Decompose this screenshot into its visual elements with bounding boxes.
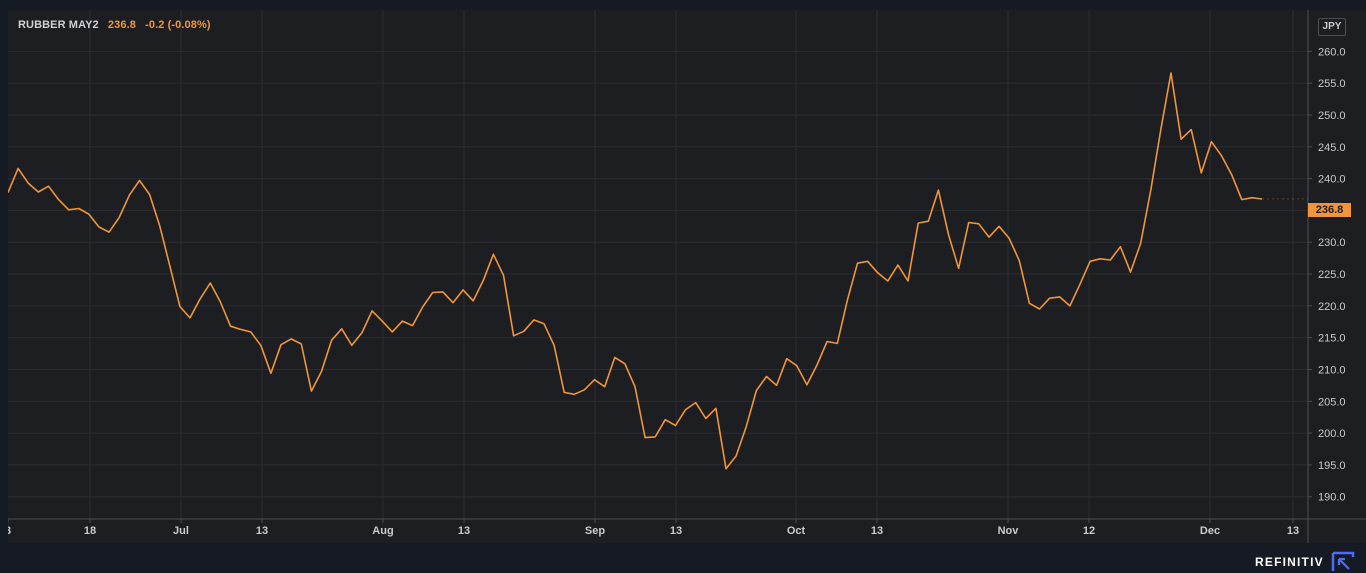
refinitiv-logo-icon — [1331, 551, 1355, 571]
brand-logo-text: REFINITIV — [1255, 555, 1324, 569]
y-tick-label: 240.0 — [1318, 174, 1346, 186]
x-tick-label: Oct — [787, 525, 806, 537]
x-axis-labels: 3 18 Jul 13 Aug 13 Sep 13 Oct 13 Nov 12 Dec 13 — [8, 525, 1299, 537]
y-tick-label: 230.0 — [1318, 237, 1346, 249]
y-tick-label: 260.0 — [1318, 46, 1346, 58]
currency-badge[interactable]: JPY — [1318, 18, 1346, 36]
y-tick-label: 195.0 — [1318, 460, 1346, 472]
last-price-tag: 236.8 — [1308, 203, 1351, 217]
chart-frame: 190.0 195.0 200.0 205.0 210.0 215.0 220.0 225.0… — [8, 10, 1366, 543]
x-tick-label: 13 — [458, 525, 470, 537]
price-chart[interactable]: 190.0 195.0 200.0 205.0 210.0 215.0 220.0 225.0… — [8, 10, 1366, 543]
y-tick-label: 220.0 — [1318, 301, 1346, 313]
y-tick-label: 210.0 — [1318, 364, 1346, 376]
x-tick-label: Nov — [998, 525, 1020, 537]
x-tick-label: 13 — [1287, 525, 1299, 537]
series-line — [8, 72, 1263, 470]
x-tick-label: Dec — [1200, 525, 1220, 537]
x-tick-label: 12 — [1083, 525, 1095, 537]
y-tick-label: 190.0 — [1318, 492, 1346, 504]
y-tick-label: 200.0 — [1318, 428, 1346, 440]
y-tick-label: 225.0 — [1318, 269, 1346, 281]
grid — [8, 10, 1308, 519]
x-tick-label: 13 — [670, 525, 682, 537]
x-tick-label: Jul — [173, 525, 189, 537]
series-layer — [8, 72, 1308, 470]
y-axis-labels: 190.0 195.0 200.0 205.0 210.0 215.0 220.0 225.0… — [1318, 46, 1346, 503]
y-tick-label: 255.0 — [1318, 78, 1346, 90]
x-tick-label: Aug — [372, 525, 393, 537]
y-tick-label: 245.0 — [1318, 142, 1346, 154]
x-tick-label: 3 — [8, 525, 11, 537]
legend: RUBBER MAY2 236.8 -0.2 (-0.08%) — [18, 19, 211, 31]
legend-last-price: 236.8 — [107, 19, 136, 31]
x-tick-label: 13 — [256, 525, 268, 537]
axes — [8, 10, 1366, 543]
legend-change: -0.2 (-0.08%) — [145, 19, 211, 31]
y-tick-label: 250.0 — [1318, 110, 1346, 122]
legend-symbol: RUBBER MAY2 — [18, 19, 99, 31]
x-tick-label: Sep — [585, 525, 605, 537]
y-tick-label: 215.0 — [1318, 333, 1346, 345]
y-tick-label: 205.0 — [1318, 396, 1346, 408]
x-tick-label: 13 — [871, 525, 883, 537]
x-tick-label: 18 — [84, 525, 96, 537]
